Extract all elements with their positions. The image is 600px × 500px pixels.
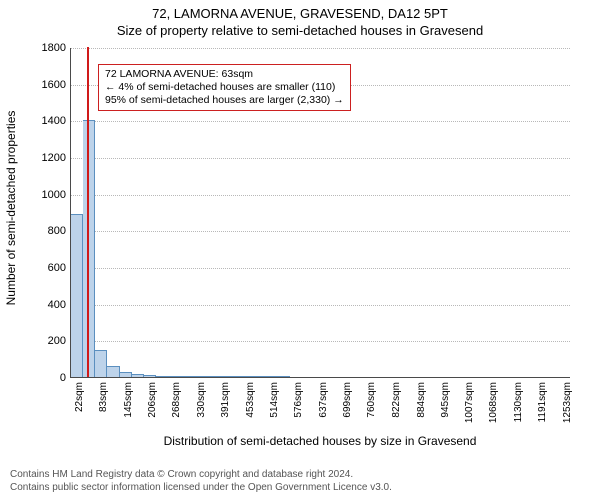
y-tick-label: 600 bbox=[26, 262, 66, 274]
x-tick-label: 391sqm bbox=[220, 382, 231, 432]
chart-title-sub: Size of property relative to semi-detach… bbox=[0, 21, 600, 38]
x-tick-label: 1253sqm bbox=[562, 382, 573, 432]
x-tick-label: 206sqm bbox=[147, 382, 158, 432]
x-tick-label: 514sqm bbox=[269, 382, 280, 432]
x-tick-label: 576sqm bbox=[293, 382, 304, 432]
info-line-1: 72 LAMORNA AVENUE: 63sqm bbox=[105, 68, 344, 81]
histogram-bar bbox=[205, 376, 217, 377]
y-tick-label: 1200 bbox=[26, 152, 66, 164]
histogram-bar bbox=[168, 376, 180, 377]
histogram-bar bbox=[132, 374, 144, 377]
histogram-bar bbox=[120, 372, 132, 378]
x-tick-label: 330sqm bbox=[196, 382, 207, 432]
x-tick-label: 760sqm bbox=[366, 382, 377, 432]
gridline bbox=[71, 195, 570, 196]
y-tick-label: 1000 bbox=[26, 189, 66, 201]
highlight-line bbox=[87, 47, 89, 377]
y-tick-label: 0 bbox=[26, 372, 66, 384]
gridline bbox=[71, 268, 570, 269]
y-tick-label: 1800 bbox=[26, 42, 66, 54]
histogram-bar bbox=[95, 350, 107, 378]
x-tick-label: 1007sqm bbox=[464, 382, 475, 432]
x-tick-label: 22sqm bbox=[74, 382, 85, 432]
attribution-line-2: Contains public sector information licen… bbox=[10, 482, 392, 495]
y-tick-label: 1600 bbox=[26, 79, 66, 91]
gridline bbox=[71, 341, 570, 342]
gridline bbox=[71, 158, 570, 159]
gridline bbox=[71, 305, 570, 306]
x-tick-label: 945sqm bbox=[440, 382, 451, 432]
histogram-bar bbox=[242, 376, 254, 377]
x-tick-label: 453sqm bbox=[245, 382, 256, 432]
x-tick-label: 637sqm bbox=[318, 382, 329, 432]
x-tick-label: 83sqm bbox=[98, 382, 109, 432]
x-tick-label: 145sqm bbox=[123, 382, 134, 432]
attribution-line-1: Contains HM Land Registry data © Crown c… bbox=[10, 469, 392, 482]
y-tick-label: 400 bbox=[26, 299, 66, 311]
histogram-bar bbox=[83, 120, 95, 377]
gridline bbox=[71, 48, 570, 49]
x-tick-label: 699sqm bbox=[342, 382, 353, 432]
x-tick-label: 268sqm bbox=[171, 382, 182, 432]
histogram-bar bbox=[181, 376, 193, 377]
chart-container: Number of semi-detached properties 0 200 4… bbox=[0, 38, 600, 438]
histogram-bar bbox=[107, 366, 119, 377]
y-tick-label: 200 bbox=[26, 335, 66, 347]
histogram-bar bbox=[266, 376, 278, 377]
highlight-info-box: 72 LAMORNA AVENUE: 63sqm ← 4% of semi-de… bbox=[98, 64, 351, 111]
x-tick-label: 1191sqm bbox=[537, 382, 548, 432]
histogram-bar bbox=[278, 376, 290, 377]
x-tick-label: 884sqm bbox=[416, 382, 427, 432]
histogram-bar bbox=[217, 376, 229, 377]
x-tick-label: 1068sqm bbox=[488, 382, 499, 432]
y-axis-label: Number of semi-detached properties bbox=[4, 111, 18, 306]
x-axis-label: Distribution of semi-detached houses by … bbox=[70, 434, 570, 448]
gridline bbox=[71, 121, 570, 122]
gridline bbox=[71, 231, 570, 232]
x-tick-label: 1130sqm bbox=[513, 382, 524, 432]
histogram-bar bbox=[156, 376, 168, 377]
histogram-bar bbox=[193, 376, 205, 377]
info-line-2: ← 4% of semi-detached houses are smaller… bbox=[105, 81, 344, 94]
histogram-bar bbox=[144, 375, 156, 377]
y-tick-label: 800 bbox=[26, 225, 66, 237]
y-tick-label: 1400 bbox=[26, 115, 66, 127]
x-tick-label: 822sqm bbox=[391, 382, 402, 432]
histogram-bar bbox=[71, 214, 83, 377]
histogram-bar bbox=[229, 376, 241, 377]
chart-title-main: 72, LAMORNA AVENUE, GRAVESEND, DA12 5PT bbox=[0, 0, 600, 21]
info-line-3: 95% of semi-detached houses are larger (… bbox=[105, 94, 344, 107]
attribution-text: Contains HM Land Registry data © Crown c… bbox=[10, 469, 392, 494]
histogram-bar bbox=[254, 376, 266, 377]
